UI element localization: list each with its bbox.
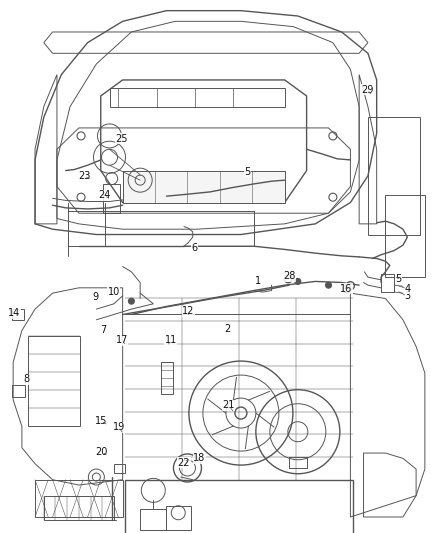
Text: 29: 29	[361, 85, 373, 94]
Bar	[161, 362, 173, 394]
Text: 11: 11	[165, 335, 177, 345]
Text: 3: 3	[404, 292, 410, 301]
Text: 20: 20	[95, 447, 108, 457]
Text: 8: 8	[23, 375, 29, 384]
Circle shape	[325, 282, 332, 288]
Bar	[114, 464, 125, 473]
Text: 12: 12	[182, 306, 194, 316]
Bar	[166, 506, 191, 530]
Text: 1: 1	[255, 277, 261, 286]
Text: 10: 10	[108, 287, 120, 297]
Text: 16: 16	[340, 284, 352, 294]
Text: 5: 5	[244, 167, 251, 176]
Text: 15: 15	[95, 416, 107, 426]
Bar	[44, 496, 114, 520]
Text: 14: 14	[8, 309, 21, 318]
Text: 18: 18	[193, 454, 205, 463]
Bar	[12, 385, 25, 397]
Text: 7: 7	[100, 326, 106, 335]
Bar	[28, 336, 80, 426]
Text: 25: 25	[116, 134, 128, 143]
Text: 17: 17	[116, 335, 128, 345]
Text: 4: 4	[404, 284, 410, 294]
Bar	[103, 184, 120, 213]
Text: 6: 6	[192, 243, 198, 253]
Text: 2: 2	[225, 325, 231, 334]
Circle shape	[295, 278, 301, 285]
Text: 21: 21	[223, 400, 235, 410]
Text: 28: 28	[283, 271, 295, 281]
Text: 9: 9	[92, 293, 99, 302]
Text: 19: 19	[113, 423, 125, 432]
Bar	[140, 509, 166, 530]
Text: 22: 22	[178, 458, 190, 467]
Text: 5: 5	[396, 274, 402, 284]
Polygon shape	[123, 171, 285, 203]
Text: 23: 23	[78, 171, 90, 181]
Bar	[125, 480, 353, 533]
Text: 24: 24	[98, 190, 110, 200]
Circle shape	[128, 298, 134, 304]
